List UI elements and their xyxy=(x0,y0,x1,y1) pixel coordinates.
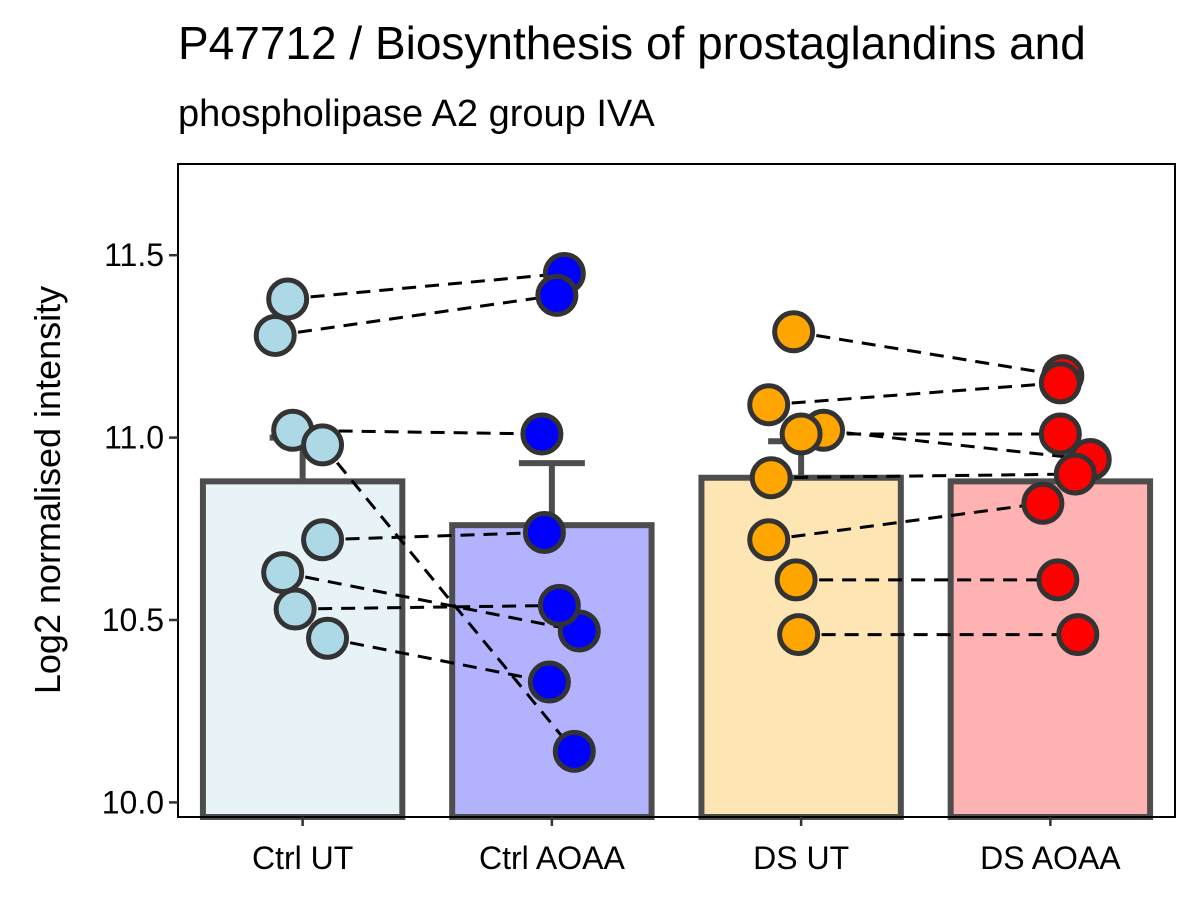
pair-line xyxy=(287,271,565,301)
data-point-ctrl-aoaa xyxy=(520,412,564,456)
data-point-ds-ut xyxy=(774,558,818,602)
data-point-ctrl-aoaa xyxy=(537,583,581,627)
x-tick-label: DS AOAA xyxy=(980,840,1121,876)
y-tick-label: 10.0 xyxy=(102,784,164,820)
x-tick-label: Ctrl UT xyxy=(252,840,353,876)
data-point-ds-ut xyxy=(777,613,821,657)
data-point-ds-aoaa xyxy=(1053,452,1097,496)
data-point-ctrl-ut xyxy=(273,587,317,631)
data-point-ds-ut xyxy=(772,310,816,354)
data-point-ds-ut xyxy=(747,383,791,427)
data-point-ds-aoaa xyxy=(1021,481,1065,525)
pair-line xyxy=(771,472,1076,480)
chart-title: P47712 / Biosynthesis of prostaglandins … xyxy=(178,17,1086,69)
pair-line xyxy=(295,603,560,611)
pair-line xyxy=(768,501,1044,542)
x-tick-label: DS UT xyxy=(753,840,849,876)
data-point-ds-ut xyxy=(749,456,793,500)
data-point-ds-ut xyxy=(779,412,823,456)
data-point-ds-aoaa xyxy=(1036,558,1080,602)
y-tick-label: 10.5 xyxy=(102,602,164,638)
y-axis-title: Log2 normalised intensity xyxy=(27,286,68,694)
data-point-ds-aoaa xyxy=(1056,613,1100,657)
pair-line-layer xyxy=(274,271,1091,753)
y-tick-label: 11.0 xyxy=(104,420,164,456)
panel-border xyxy=(177,163,1176,818)
y-tick-label: 11.5 xyxy=(104,237,164,273)
data-point-ctrl-ut xyxy=(306,616,350,660)
data-point-ctrl-ut xyxy=(266,277,310,321)
data-point-ctrl-aoaa xyxy=(522,510,566,554)
data-point-ds-ut xyxy=(747,518,791,562)
bar-layer xyxy=(199,474,1154,820)
pair-line xyxy=(322,530,545,542)
data-point-ds-aoaa xyxy=(1038,412,1082,456)
pair-line xyxy=(793,330,1064,378)
data-point-ctrl-aoaa xyxy=(552,729,596,773)
data-point-ctrl-ut xyxy=(261,551,305,595)
pair-line xyxy=(327,636,550,684)
data-point-ctrl-ut xyxy=(253,313,297,357)
data-point-ctrl-ut xyxy=(301,423,345,467)
pair-line xyxy=(321,443,576,753)
axis-layer: 10.0 10.5 11.0 11.5 Ctrl UT Ctrl AOAA DS UT DS … xyxy=(102,237,1122,876)
point-layer xyxy=(253,251,1112,773)
data-point-ds-aoaa xyxy=(1038,361,1082,405)
bar-ds-aoaa xyxy=(947,478,1154,820)
pair-line xyxy=(282,571,580,633)
pair-line xyxy=(768,381,1061,407)
pair-line xyxy=(274,293,558,337)
data-point-ctrl-aoaa xyxy=(527,660,571,704)
chart-subtitle: phospholipase A2 group IVA xyxy=(178,93,655,135)
data-point-ctrl-aoaa xyxy=(535,273,579,317)
pair-line xyxy=(292,428,542,436)
x-tick-label: Ctrl AOAA xyxy=(479,840,625,876)
data-point-ctrl-ut xyxy=(301,518,345,562)
